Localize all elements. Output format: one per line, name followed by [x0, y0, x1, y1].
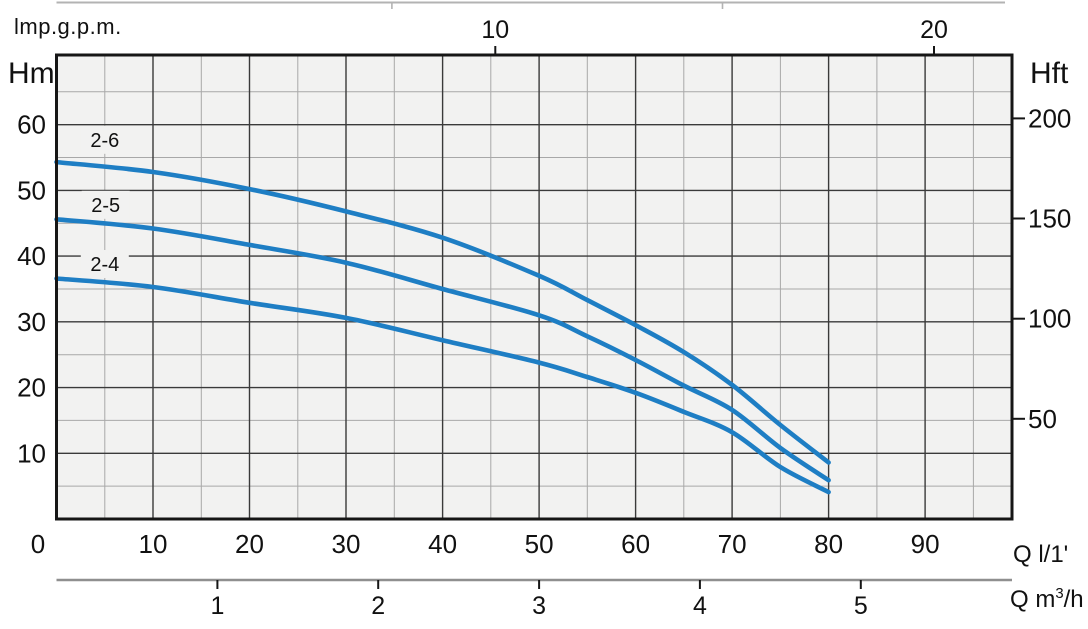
y-left-tick-label-50: 50 [17, 175, 46, 205]
y-right-tick-label-200: 200 [1028, 103, 1071, 133]
secondary-tick-label-4: 4 [693, 592, 707, 620]
unit-superscript: 3 [1055, 586, 1064, 602]
secondary-axis-unit-label: Q m3/h [1010, 586, 1084, 614]
y-left-tick-label-30: 30 [17, 307, 46, 337]
y-right-tick-label-50: 50 [1028, 404, 1057, 434]
y-left-tick-label-10: 10 [17, 438, 46, 468]
unit-suffix: /h [1063, 586, 1084, 613]
x-tick-label-90: 90 [911, 529, 940, 559]
x-tick-label-20: 20 [235, 529, 264, 559]
secondary-tick-label-1: 1 [210, 592, 224, 620]
y-left-tick-label-40: 40 [17, 241, 46, 271]
right-axis-unit-label: Hft [1030, 57, 1069, 90]
plot-background [56, 55, 1012, 519]
bottom-axis-unit-label: Q l/1' [1013, 541, 1069, 568]
secondary-tick-label-3: 3 [532, 592, 546, 620]
curve-label-bg-2-4 [80, 250, 129, 278]
pump-curve-2-6 [54, 159, 831, 465]
y-left-tick-label-20: 20 [17, 373, 46, 403]
top-axis-unit-label: lmp.g.p.m. [14, 14, 122, 39]
x-tick-label-40: 40 [428, 529, 457, 559]
x-tick-label-70: 70 [718, 529, 747, 559]
x-tick-label-0: 0 [31, 529, 45, 559]
top-tick-label-20: 20 [920, 16, 948, 44]
x-tick-label-10: 10 [139, 529, 168, 559]
secondary-tick-label-5: 5 [854, 592, 868, 620]
curve-label-bg-2-6 [80, 125, 129, 154]
curve-label-bg-2-5 [81, 190, 130, 219]
pump-curve-2-4 [54, 276, 831, 495]
curve-label-2-4: 2-4 [90, 254, 119, 276]
top-tick-label-10: 10 [481, 16, 509, 44]
x-tick-label-60: 60 [621, 529, 650, 559]
x-tick-label-50: 50 [525, 529, 554, 559]
secondary-tick-label-2: 2 [371, 592, 385, 620]
x-tick-label-80: 80 [814, 529, 843, 559]
y-left-tick-label-60: 60 [17, 110, 46, 140]
plot-border [55, 53, 1014, 521]
curve-label-2-5: 2-5 [91, 195, 120, 217]
left-axis-unit-label: Hm [8, 57, 55, 90]
pump-curve-2-5 [54, 217, 831, 483]
unit-prefix: Q m [1010, 586, 1056, 613]
curve-label-2-6: 2-6 [90, 130, 119, 152]
y-right-tick-label-100: 100 [1028, 304, 1071, 334]
y-right-tick-label-150: 150 [1028, 204, 1071, 234]
x-tick-label-30: 30 [332, 529, 361, 559]
